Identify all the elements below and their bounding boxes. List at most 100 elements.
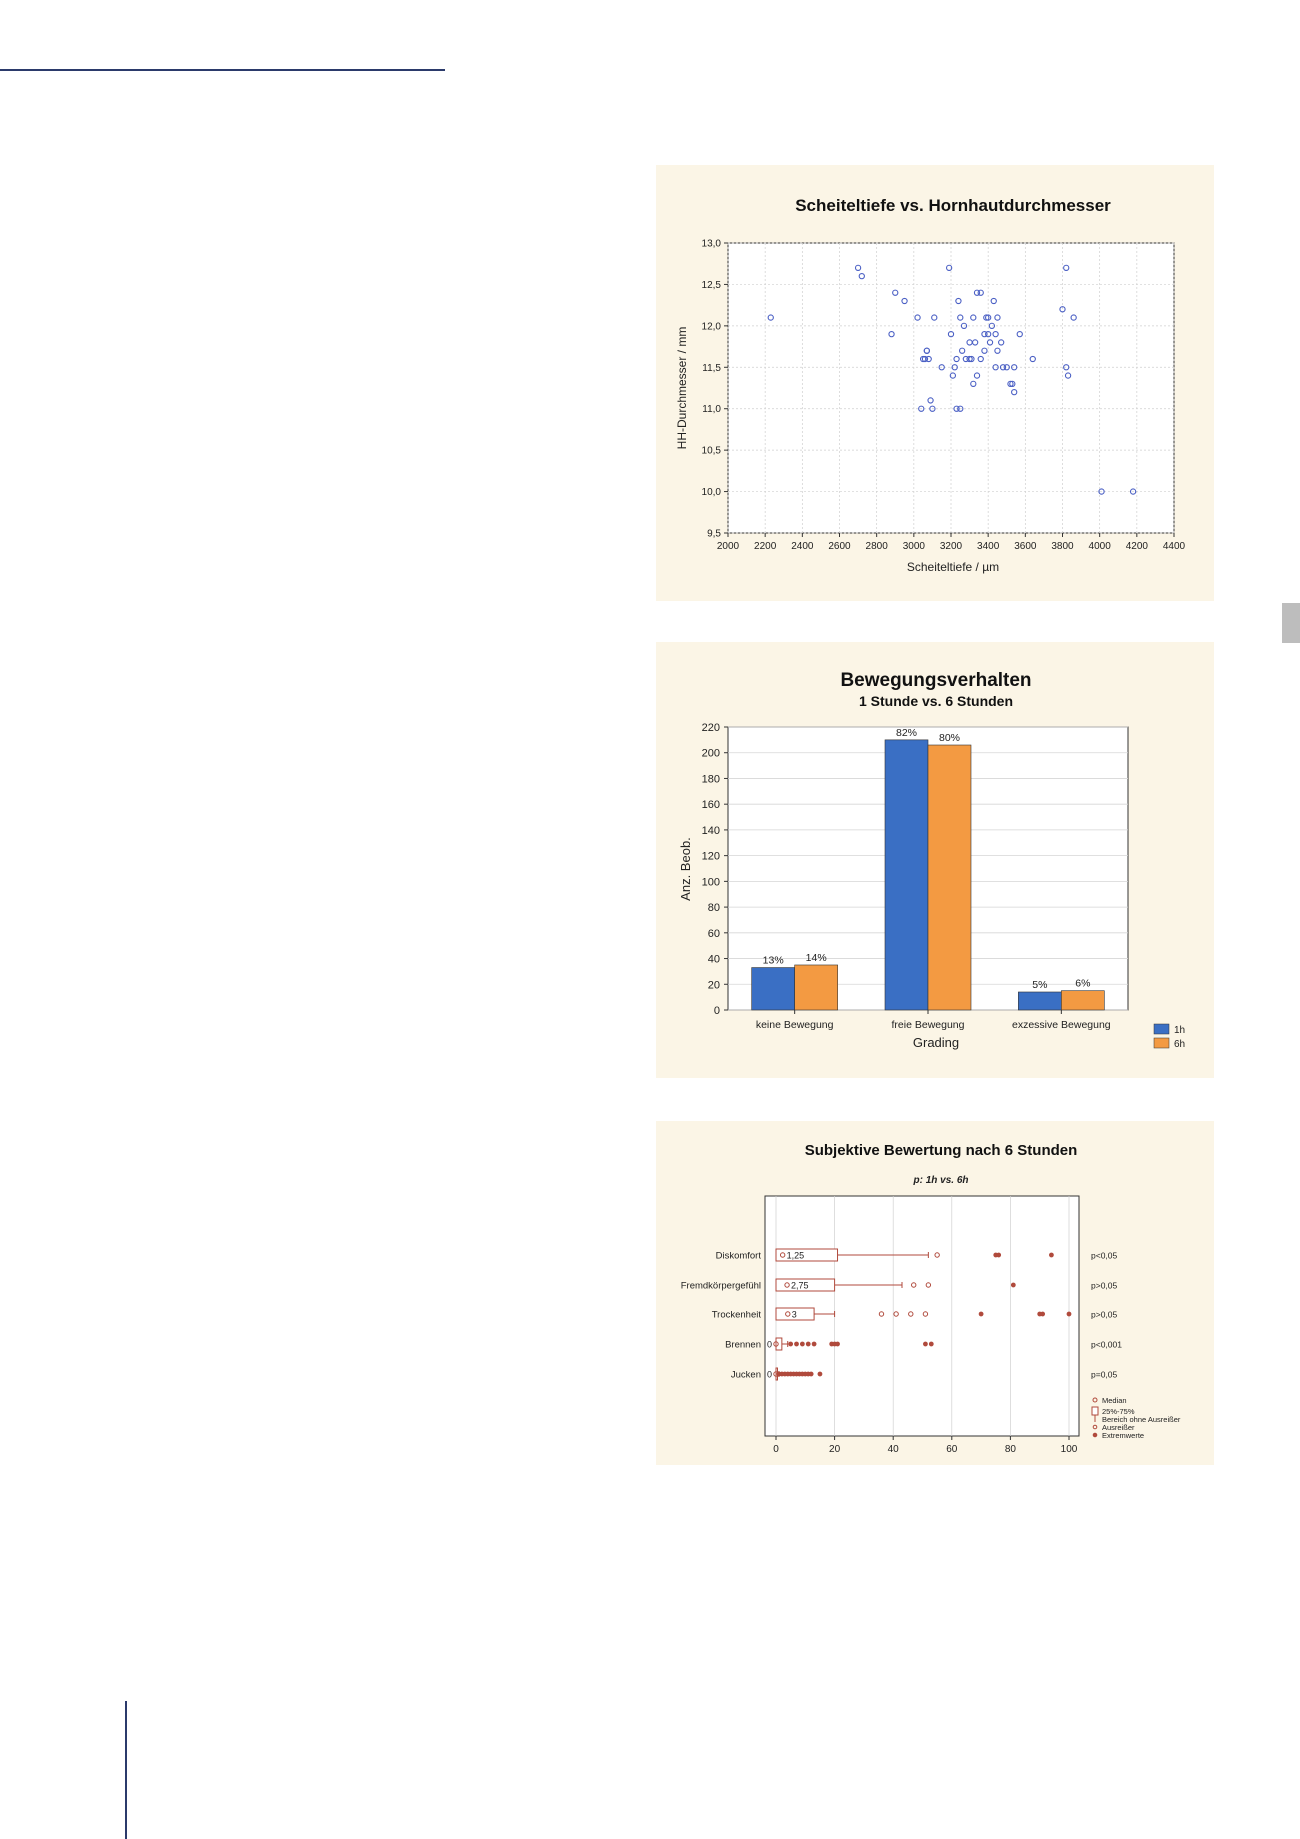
scatter-point: [985, 330, 992, 338]
scatter-y-tick-label: 11,0: [702, 404, 721, 415]
box-category-label: Trockenheit: [712, 1310, 762, 1321]
box-legend-label: Ausreißer: [1102, 1423, 1135, 1432]
bar-y-tick-label: 120: [702, 851, 720, 863]
box-x-tick-label: 20: [829, 1444, 841, 1455]
box-median-label: 1,25: [787, 1251, 805, 1261]
box-outlier: [922, 1311, 929, 1317]
box-extreme-value: [928, 1341, 934, 1347]
box-p-value: p<0,001: [1091, 1340, 1122, 1350]
scatter-point: [914, 314, 921, 321]
scatter-x-tick-label: 2800: [866, 541, 889, 552]
scatter-point: [1063, 364, 1070, 371]
scatter-point: [949, 372, 957, 379]
box-median-label: 0: [767, 1370, 772, 1380]
scatter-y-tick-label: 10,5: [702, 446, 722, 457]
box-extreme-value: [788, 1341, 794, 1347]
bar-data-label: 14%: [806, 952, 827, 964]
scatter-point: [1059, 306, 1066, 313]
bar-y-axis-label: Anz. Beob.: [678, 837, 693, 901]
box-extreme-value: [817, 1371, 823, 1377]
box-extreme-value: [805, 1341, 811, 1347]
box-extreme-value: [978, 1311, 984, 1317]
scatter-point: [957, 405, 964, 412]
scatter-point: [888, 330, 895, 338]
box-median-marker: [773, 1341, 779, 1347]
scatter-point: [999, 364, 1007, 371]
box-p-value: p=0,05: [1091, 1370, 1118, 1380]
box-category-label: Fremdkörpergefühl: [681, 1281, 761, 1292]
box-iqr: [775, 1278, 836, 1292]
box-category-label: Brennen: [725, 1340, 761, 1351]
scatter-point: [918, 405, 925, 412]
box-iqr: [775, 1337, 783, 1351]
bar-1h: [751, 967, 795, 1011]
scatter-point: [1011, 364, 1018, 371]
scatter-point: [925, 355, 932, 363]
scatter-x-tick-label: 4000: [1089, 541, 1112, 552]
scatter-x-tick-label: 2600: [828, 541, 851, 552]
scatter-x-tick-label: 3600: [1014, 541, 1037, 552]
bar-y-tick-label: 20: [708, 979, 720, 991]
scatter-point: [994, 347, 1001, 354]
scatter-point: [985, 314, 992, 321]
box-chart-title: Subjektive Bewertung nach 6 Stunden: [805, 1142, 1078, 1159]
scatter-y-tick-label: 13,0: [702, 239, 722, 250]
bar-chart-subtitle: 1 Stunde vs. 6 Stunden: [859, 693, 1013, 709]
scatter-point: [977, 289, 984, 296]
box-p-value: p>0,05: [1091, 1281, 1118, 1291]
header-rule: [0, 69, 445, 71]
box-extreme-value: [835, 1341, 840, 1347]
scatter-point: [767, 314, 774, 321]
scatter-point: [938, 364, 945, 371]
scatter-point: [1029, 355, 1036, 363]
scatter-y-tick-label: 12,0: [702, 321, 722, 332]
box-extreme-value: [811, 1341, 817, 1347]
scatter-y-axis-label: HH-Durchmesser / mm: [675, 327, 689, 450]
box-iqr: [775, 1307, 815, 1321]
bar-data-label: 6%: [1075, 978, 1090, 990]
bar-y-tick-label: 100: [702, 876, 720, 888]
scatter-point: [1016, 330, 1023, 338]
bar-6h: [794, 964, 838, 1011]
scatter-x-tick-label: 3800: [1051, 541, 1074, 552]
box-x-tick-label: 40: [888, 1444, 900, 1455]
box-legend-label: 25%-75%: [1102, 1407, 1135, 1416]
bar-chart-panel: Bewegungsverhalten 1 Stunde vs. 6 Stunde…: [656, 642, 1214, 1078]
scatter-point: [981, 330, 988, 338]
scatter-point: [858, 272, 865, 280]
box-median-marker: [779, 1252, 786, 1258]
scatter-point: [955, 297, 962, 305]
scatter-point: [958, 347, 966, 354]
bar-6h: [927, 744, 972, 1011]
bar-chart: Bewegungsverhalten 1 Stunde vs. 6 Stunde…: [678, 670, 1185, 1050]
box-median-label: 0: [767, 1340, 772, 1350]
box-x-tick-label: 0: [773, 1444, 779, 1455]
box-p-value: p<0,05: [1091, 1251, 1118, 1261]
bar-y-tick-label: 0: [714, 1005, 720, 1017]
bar-category-label: keine Bewegung: [756, 1019, 834, 1031]
scatter-point: [970, 380, 977, 388]
scatter-point: [986, 339, 994, 346]
scatter-point: [973, 289, 981, 296]
box-outlier: [878, 1311, 885, 1317]
scatter-point: [854, 264, 862, 272]
legend-iqr-icon: [1091, 1406, 1099, 1416]
scatter-point: [1009, 380, 1016, 388]
scatter-x-tick-label: 2400: [791, 541, 814, 552]
box-legend-label: Extremwerte: [1102, 1431, 1144, 1440]
box-legend-label: Median: [1102, 1396, 1127, 1405]
box-chart-panel: Subjektive Bewertung nach 6 Stunden p: 1…: [656, 1121, 1214, 1465]
bar-data-label: 80%: [939, 732, 960, 744]
legend-label-1h: 1h: [1174, 1025, 1185, 1036]
scatter-point: [992, 364, 999, 371]
box-median-label: 2,75: [791, 1281, 809, 1291]
scatter-point: [921, 355, 929, 363]
box-extreme-value: [1040, 1311, 1046, 1317]
box-outlier: [934, 1252, 940, 1258]
scatter-point: [1063, 264, 1070, 272]
scatter-point: [929, 405, 936, 412]
scatter-point: [1098, 488, 1105, 495]
box-p-value: p>0,05: [1091, 1310, 1118, 1320]
scatter-point: [901, 297, 908, 305]
scatter-x-tick-label: 3400: [977, 541, 1000, 552]
